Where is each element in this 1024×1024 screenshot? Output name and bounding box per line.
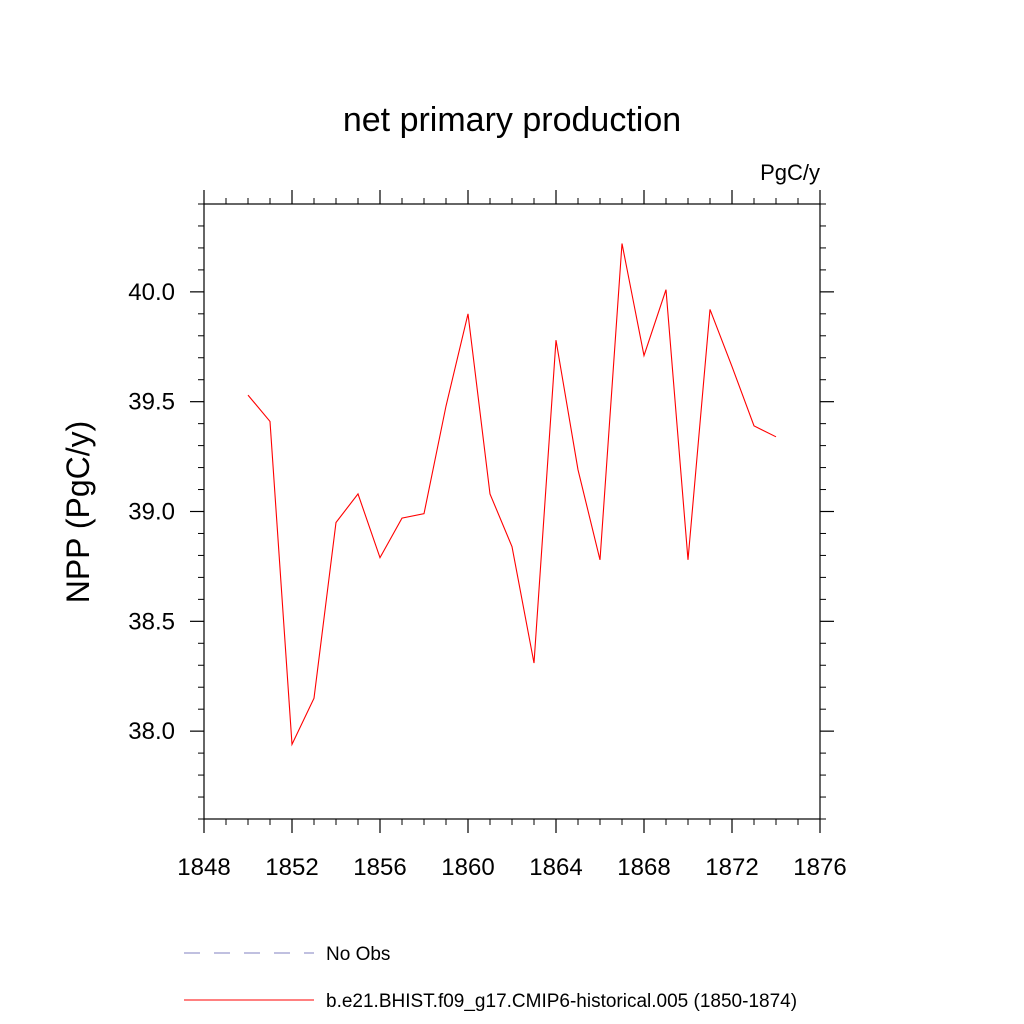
chart-title: net primary production (343, 101, 681, 139)
x-tick-label: 1872 (705, 854, 758, 881)
y-tick-label: 39.0 (128, 499, 175, 526)
y-tick-label: 40.0 (128, 279, 175, 306)
units-label: PgC/y (760, 160, 820, 185)
legend-entry-label: b.e21.BHIST.f09_g17.CMIP6-historical.005… (326, 991, 797, 1012)
axis-ticks (190, 190, 834, 833)
legend-entry-label: No Obs (326, 944, 390, 965)
x-tick-label: 1864 (529, 854, 582, 881)
y-tick-label: 38.5 (128, 608, 175, 635)
plot-frame (203, 203, 821, 820)
x-tick-label: 1848 (177, 854, 230, 881)
y-tick-label: 39.5 (128, 389, 175, 416)
y-tick-label: 38.0 (128, 718, 175, 745)
series-line (247, 243, 777, 747)
axis-tick-labels: 1848 1852 1856 1860 1864 1868 1872 1876 38.0 38.5… (128, 279, 846, 881)
x-tick-label: 1860 (441, 854, 494, 881)
x-tick-label: 1852 (265, 854, 318, 881)
legend: No Obs b.e21.BHIST.f09_g17.CMIP6-historic… (184, 944, 797, 1012)
x-tick-label: 1856 (353, 854, 406, 881)
series-layer (247, 243, 777, 747)
x-tick-label: 1876 (793, 854, 846, 881)
y-axis-label: NPP (PgC/y) (60, 421, 96, 604)
x-tick-label: 1868 (617, 854, 670, 881)
